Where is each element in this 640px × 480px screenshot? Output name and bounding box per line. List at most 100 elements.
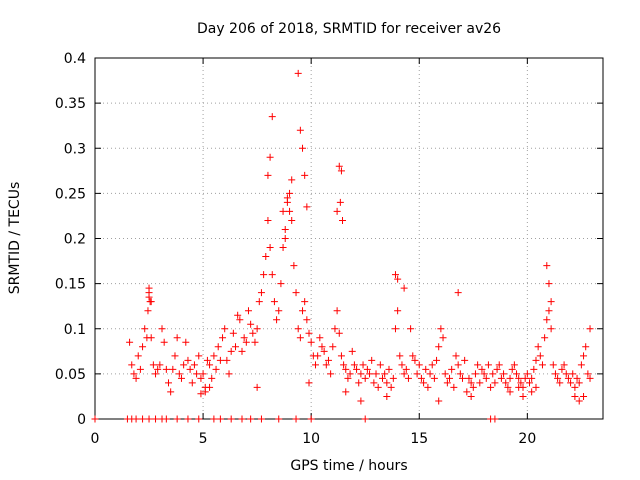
data-point: [283, 194, 291, 202]
data-point: [139, 343, 147, 351]
data-point: [372, 370, 380, 378]
data-point: [324, 356, 332, 364]
data-point: [270, 298, 278, 306]
x-tick-label: 15: [410, 431, 428, 447]
data-point: [156, 361, 164, 369]
x-tick-label: 20: [518, 431, 536, 447]
data-point: [322, 361, 330, 369]
data-point: [279, 244, 287, 252]
data-point: [361, 415, 369, 423]
data-point: [268, 113, 276, 121]
data-point: [128, 361, 136, 369]
y-tick-label: 0.1: [64, 322, 86, 338]
data-point: [144, 307, 152, 315]
data-point: [379, 374, 387, 382]
data-point: [266, 244, 274, 252]
data-point: [175, 370, 183, 378]
data-point: [184, 415, 192, 423]
data-point: [335, 162, 343, 170]
data-point: [339, 216, 347, 224]
data-point: [264, 171, 272, 179]
data-point: [171, 352, 179, 360]
data-point: [482, 374, 490, 382]
data-point: [500, 370, 508, 378]
data-point: [545, 307, 553, 315]
data-point: [443, 379, 451, 387]
data-point: [145, 415, 153, 423]
y-tick-label: 0.25: [55, 186, 86, 202]
data-point: [255, 298, 263, 306]
data-point: [236, 316, 244, 324]
data-point: [294, 325, 302, 333]
data-point: [580, 352, 588, 360]
data-point: [355, 379, 363, 387]
data-point: [296, 334, 304, 342]
data-point: [515, 383, 523, 391]
data-point: [301, 171, 309, 179]
data-point: [307, 415, 315, 423]
data-point: [461, 356, 469, 364]
data-point: [571, 383, 579, 391]
data-point: [294, 69, 302, 77]
data-point: [420, 379, 428, 387]
data-point: [152, 415, 160, 423]
data-point: [454, 289, 462, 297]
data-point: [173, 415, 181, 423]
data-point: [385, 365, 393, 373]
data-point: [428, 361, 436, 369]
data-point: [417, 374, 425, 382]
data-point: [584, 370, 592, 378]
data-point: [201, 388, 209, 396]
data-point: [320, 347, 328, 355]
data-point: [147, 298, 155, 306]
x-tick-label: 10: [302, 431, 320, 447]
data-point: [456, 370, 464, 378]
data-point: [346, 370, 354, 378]
data-point: [264, 216, 272, 224]
data-point: [452, 352, 460, 360]
data-point: [366, 370, 374, 378]
data-point: [491, 379, 499, 387]
data-point: [439, 334, 447, 342]
data-point: [290, 262, 298, 270]
data-point: [232, 343, 240, 351]
data-point: [435, 397, 443, 405]
data-point: [558, 365, 566, 373]
data-point: [275, 307, 283, 315]
data-point: [551, 370, 559, 378]
data-point: [543, 262, 551, 270]
data-point: [415, 361, 423, 369]
data-point: [145, 284, 153, 292]
data-point: [580, 392, 588, 400]
data-point: [521, 374, 529, 382]
data-point: [160, 338, 168, 346]
data-point: [586, 325, 594, 333]
data-point: [126, 338, 134, 346]
data-point: [145, 293, 153, 301]
data-point: [286, 189, 294, 197]
data-point: [467, 379, 475, 387]
data-point: [216, 415, 224, 423]
data-point: [547, 325, 555, 333]
data-point: [493, 365, 501, 373]
data-point: [136, 365, 144, 373]
data-point: [318, 343, 326, 351]
data-point: [489, 370, 497, 378]
data-point: [216, 356, 224, 364]
data-point: [575, 397, 583, 405]
data-point: [333, 307, 341, 315]
data-point: [463, 388, 471, 396]
data-point: [244, 307, 252, 315]
data-point: [134, 352, 142, 360]
data-point: [199, 370, 207, 378]
data-point: [554, 374, 562, 382]
data-point: [182, 338, 190, 346]
data-point: [162, 365, 170, 373]
data-point: [465, 374, 473, 382]
data-point: [469, 383, 477, 391]
data-point: [301, 298, 309, 306]
data-point: [526, 379, 534, 387]
data-point: [268, 271, 276, 279]
